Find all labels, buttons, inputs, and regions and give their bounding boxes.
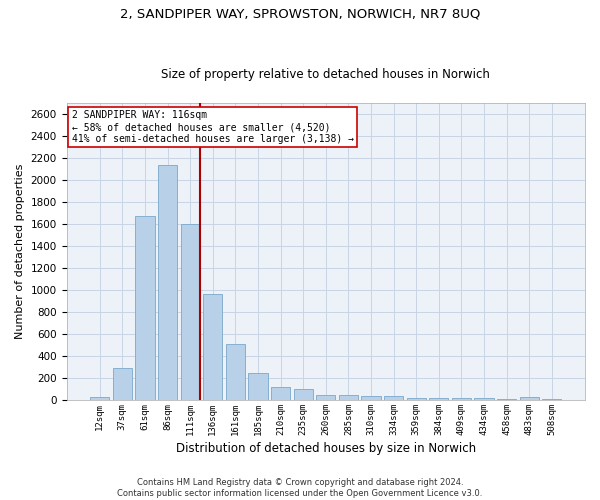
Bar xyxy=(361,396,380,400)
Title: Size of property relative to detached houses in Norwich: Size of property relative to detached ho… xyxy=(161,68,490,81)
Bar xyxy=(203,294,223,400)
Text: Contains HM Land Registry data © Crown copyright and database right 2024.
Contai: Contains HM Land Registry data © Crown c… xyxy=(118,478,482,498)
Bar xyxy=(271,387,290,400)
Bar xyxy=(113,368,132,400)
Bar xyxy=(407,398,426,400)
Bar xyxy=(429,398,448,400)
Bar xyxy=(384,396,403,400)
Bar xyxy=(90,398,109,400)
Bar xyxy=(339,394,358,400)
Bar xyxy=(475,398,494,400)
Text: 2, SANDPIPER WAY, SPROWSTON, NORWICH, NR7 8UQ: 2, SANDPIPER WAY, SPROWSTON, NORWICH, NR… xyxy=(120,8,480,20)
Bar xyxy=(181,224,200,400)
Bar xyxy=(293,389,313,400)
Y-axis label: Number of detached properties: Number of detached properties xyxy=(15,164,25,339)
Bar xyxy=(158,164,177,400)
Bar xyxy=(136,216,155,400)
Bar xyxy=(226,344,245,400)
Bar xyxy=(520,398,539,400)
Text: 2 SANDPIPER WAY: 116sqm
← 58% of detached houses are smaller (4,520)
41% of semi: 2 SANDPIPER WAY: 116sqm ← 58% of detache… xyxy=(72,110,354,144)
Bar xyxy=(316,394,335,400)
X-axis label: Distribution of detached houses by size in Norwich: Distribution of detached houses by size … xyxy=(176,442,476,455)
Bar xyxy=(248,372,268,400)
Bar xyxy=(452,398,471,400)
